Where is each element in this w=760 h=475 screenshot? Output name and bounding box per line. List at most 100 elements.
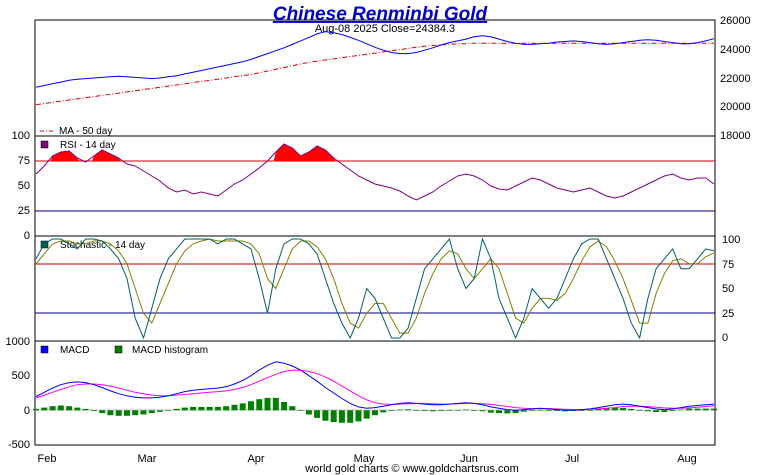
macd-histogram-bar: [603, 408, 610, 411]
macd-histogram-bar: [471, 410, 478, 411]
macd-histogram-bar: [289, 406, 296, 411]
stoch-tick-100: 100: [722, 234, 740, 246]
macd-histogram-bar: [620, 407, 627, 411]
macd-histogram-bar: [140, 410, 147, 415]
macd-histogram-bar: [173, 408, 180, 411]
rsi-line: [35, 143, 715, 201]
rsi-layer: [35, 143, 715, 201]
macd-histogram-bar: [198, 406, 205, 411]
macd-histogram-bar: [305, 410, 312, 415]
price-line: [35, 31, 715, 88]
macd-histogram-bar: [248, 401, 254, 411]
macd-histogram-bar: [520, 410, 527, 412]
macd-panel-frame: [34, 340, 716, 446]
x-label-aug: Aug: [677, 453, 697, 465]
stoch-tick-25: 25: [722, 308, 734, 320]
macd-histogram-bar: [669, 410, 676, 411]
macd-histogram-bar: [264, 397, 271, 411]
macd-histogram-bar: [429, 410, 436, 412]
macd-histogram-bar: [463, 409, 469, 411]
macd-legend-swatch: [40, 345, 49, 354]
macd-histogram-bar: [628, 408, 635, 411]
macd-histogram-bar: [438, 410, 445, 411]
macd-histogram-bar: [338, 410, 345, 423]
x-label-may: May: [354, 453, 375, 465]
price-tick-20000: 20000: [720, 101, 751, 113]
macd-histogram-bar: [74, 407, 81, 411]
macd-tick-minus500: -500: [8, 439, 30, 451]
x-label-jun: Jun: [460, 453, 478, 465]
macd-histogram-bar: [405, 409, 412, 411]
macd-histogram-bar: [413, 410, 420, 411]
rsi-tick-0: 0: [24, 230, 30, 242]
macd-signal-line: [35, 369, 715, 411]
rsi-overbought-fill: [273, 144, 336, 161]
macd-histogram-bar: [545, 410, 552, 411]
rsi-tick-100: 100: [12, 130, 30, 142]
stoch-tick-75: 75: [722, 259, 734, 271]
stoch-layer: [35, 237, 715, 340]
macd-tick-500: 500: [12, 370, 30, 382]
ma-legend-label: MA - 50 day: [59, 126, 112, 137]
macd-histogram-bar: [41, 407, 48, 411]
macd-histogram-bar: [99, 410, 106, 414]
macd-tick-1000: 1000: [6, 336, 30, 348]
macd-histogram-bar: [90, 410, 97, 411]
macd-histogram-bar: [611, 407, 618, 411]
macd-histogram-bar: [421, 410, 428, 411]
macd-histogram-bar: [694, 408, 701, 411]
chart-footer: world gold charts © www.goldchartsrus.co…: [304, 463, 519, 475]
macd-histogram-bar: [355, 410, 362, 422]
stoch-legend-label: Stochastic - 14 day: [60, 240, 145, 251]
macd-histogram-bar: [148, 410, 155, 414]
macd-histogram-bar: [33, 408, 39, 411]
macd-histogram-bar: [66, 406, 73, 411]
macd-histogram-bar: [206, 406, 213, 411]
macd-histogram-bar: [677, 409, 684, 411]
rsi-legend-swatch: [40, 140, 49, 149]
macd-histogram-bar: [446, 410, 453, 411]
macd-histogram-bar: [297, 410, 304, 411]
macd-tick-0: 0: [24, 405, 30, 417]
macd-histogram-bar: [322, 410, 329, 421]
macd-histogram-bar: [107, 410, 114, 416]
price-tick-22000: 22000: [720, 73, 751, 85]
rsi-tick-75: 75: [18, 155, 30, 167]
x-label-mar: Mar: [138, 453, 157, 465]
macd-line: [35, 361, 715, 411]
macd-histogram-bar: [115, 410, 122, 416]
stoch-panel-frame: [34, 235, 716, 342]
macd-histogram-bar: [256, 399, 263, 411]
stoch-tick-50: 50: [722, 283, 734, 295]
ma-50-line: [35, 42, 714, 106]
stoch-d-line: [35, 238, 715, 334]
macd-histogram-bar: [181, 407, 188, 411]
rsi-panel-frame: [34, 135, 716, 237]
x-label-jul: Jul: [565, 453, 579, 465]
macd-histogram-bar: [686, 408, 693, 411]
macd-histogram-bar: [82, 408, 89, 411]
macd-histogram-bar: [479, 410, 486, 412]
chart-title: Chinese Renminbi Gold: [273, 4, 488, 25]
macd-histogram-bar: [636, 410, 643, 411]
macd-hist-legend-label: MACD histogram: [132, 345, 208, 356]
stoch-tick-0: 0: [722, 332, 728, 344]
rsi-tick-25: 25: [18, 205, 30, 217]
x-label-feb: Feb: [38, 453, 57, 465]
price-tick-24000: 24000: [720, 44, 751, 56]
macd-histogram-bar: [644, 410, 651, 412]
rsi-legend-label: RSI - 14 day: [60, 140, 116, 151]
x-label-apr: Apr: [247, 453, 264, 465]
macd-histogram-bar: [223, 406, 230, 411]
price-tick-26000: 26000: [720, 15, 751, 27]
macd-histogram-bar: [454, 410, 461, 411]
macd-histogram-bar: [190, 406, 197, 411]
macd-histogram-bar: [214, 406, 221, 411]
price-tick-18000: 18000: [720, 130, 751, 142]
macd-histogram-bar: [653, 410, 660, 412]
macd-histogram-bar: [57, 405, 64, 411]
macd-histogram-bar: [702, 408, 709, 411]
macd-histogram-bar: [380, 410, 387, 413]
macd-histogram-bar: [388, 410, 395, 411]
